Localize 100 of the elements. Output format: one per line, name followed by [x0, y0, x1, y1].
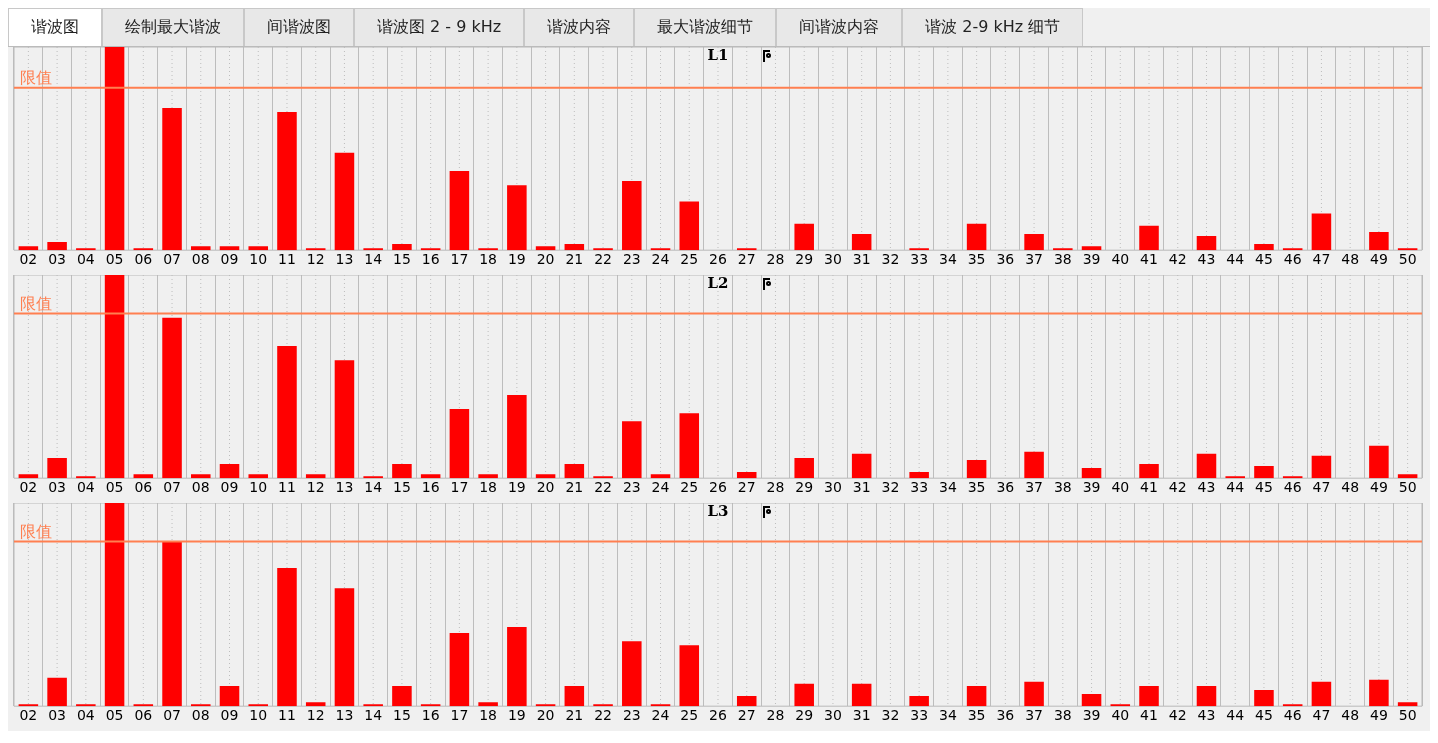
x-tick-label: 34	[938, 251, 957, 268]
x-tick-label: 25	[680, 479, 699, 496]
x-tick-label: 18	[479, 707, 498, 724]
x-tick-label: 36	[996, 251, 1015, 268]
bar	[420, 248, 441, 251]
x-tick-label: 21	[565, 251, 584, 268]
bar	[1139, 225, 1159, 251]
bar	[736, 696, 757, 707]
bar	[47, 242, 67, 251]
bar	[47, 457, 67, 479]
bar	[305, 474, 326, 479]
x-tick-label: 30	[824, 707, 842, 724]
bar	[392, 685, 412, 707]
x-tick-label: 34	[938, 479, 957, 496]
bar	[966, 459, 987, 479]
x-tick-label: 38	[1053, 707, 1072, 724]
bar	[851, 683, 872, 707]
bar	[133, 248, 154, 251]
bar	[966, 685, 987, 707]
bar	[449, 409, 470, 479]
bar	[1081, 246, 1102, 251]
x-tick-label: 23	[622, 479, 641, 496]
x-tick-label: 38	[1053, 251, 1072, 268]
x-tick-label: 02	[19, 707, 38, 724]
x-tick-label: 29	[795, 707, 814, 724]
bar	[507, 394, 527, 479]
bar	[622, 181, 642, 251]
x-tick-label: 50	[1398, 479, 1417, 496]
bar	[76, 704, 96, 707]
x-tick-label: 21	[565, 707, 584, 724]
bar	[679, 413, 700, 479]
x-tick-label: 32	[881, 251, 900, 268]
x-tick-label: 48	[1341, 479, 1360, 496]
x-tick-label: 47	[1312, 251, 1331, 268]
x-tick-label: 15	[393, 479, 411, 496]
text: 谐波图	[8, 8, 102, 46]
bar	[564, 685, 585, 707]
x-tick-label: 45	[1255, 707, 1273, 724]
x-tick-label: 44	[1226, 707, 1245, 724]
bar	[1254, 466, 1274, 479]
bar	[1225, 476, 1245, 479]
bar	[1282, 704, 1303, 707]
x-tick-label: 36	[996, 479, 1015, 496]
x-tick-label: 21	[565, 479, 584, 496]
x-tick-label: 05	[105, 707, 124, 724]
x-tick-label: 20	[536, 479, 555, 496]
bar	[1254, 244, 1274, 251]
bar	[18, 704, 39, 707]
bar	[966, 223, 987, 251]
x-tick-label: 20	[536, 251, 555, 268]
x-tick-label: 04	[76, 707, 95, 724]
bar	[535, 704, 556, 707]
x-tick-label: 36	[996, 707, 1015, 724]
bar	[162, 107, 182, 251]
bar	[219, 685, 240, 707]
x-tick-label: 29	[795, 479, 814, 496]
bar	[1282, 476, 1303, 479]
x-tick-label: 02	[19, 251, 38, 268]
x-tick-label: 43	[1197, 707, 1216, 724]
x-tick-label: 30	[824, 251, 842, 268]
x-tick-label: 40	[1111, 251, 1130, 268]
x-tick-label: 39	[1082, 479, 1101, 496]
x-tick-label: 31	[852, 251, 871, 268]
x-tick-label: 17	[450, 251, 469, 268]
x-tick-label: 23	[622, 707, 641, 724]
bar	[162, 541, 182, 707]
x-tick-label: 16	[421, 251, 440, 268]
bar	[305, 248, 326, 251]
x-tick-label: 03	[48, 479, 67, 496]
bar	[162, 317, 182, 479]
bar	[1053, 248, 1073, 251]
bar	[650, 704, 671, 707]
bar	[1139, 685, 1159, 707]
x-tick-label: 14	[364, 707, 383, 724]
x-tick-label: 19	[507, 707, 526, 724]
bar	[392, 463, 412, 479]
bar	[104, 503, 125, 707]
chart-title: L3	[707, 501, 729, 520]
bar	[104, 47, 125, 251]
bar	[334, 588, 355, 707]
bar	[18, 474, 39, 479]
bar	[1369, 445, 1389, 479]
bar	[1024, 233, 1044, 251]
bar	[219, 463, 240, 479]
x-tick-label: 42	[1168, 479, 1187, 496]
x-tick-label: 15	[393, 707, 411, 724]
x-tick-label: 04	[76, 479, 95, 496]
bar	[305, 702, 326, 707]
x-tick-label: 49	[1369, 707, 1388, 724]
bar	[334, 152, 355, 251]
bar	[593, 476, 613, 479]
x-tick-label: 35	[967, 479, 986, 496]
bar	[593, 248, 613, 251]
bar	[1397, 248, 1418, 251]
x-tick-label: 12	[306, 707, 325, 724]
x-tick-label: 44	[1226, 251, 1245, 268]
bar	[794, 457, 814, 479]
bar	[1311, 681, 1332, 707]
bar	[1397, 474, 1418, 479]
bar	[133, 474, 154, 479]
